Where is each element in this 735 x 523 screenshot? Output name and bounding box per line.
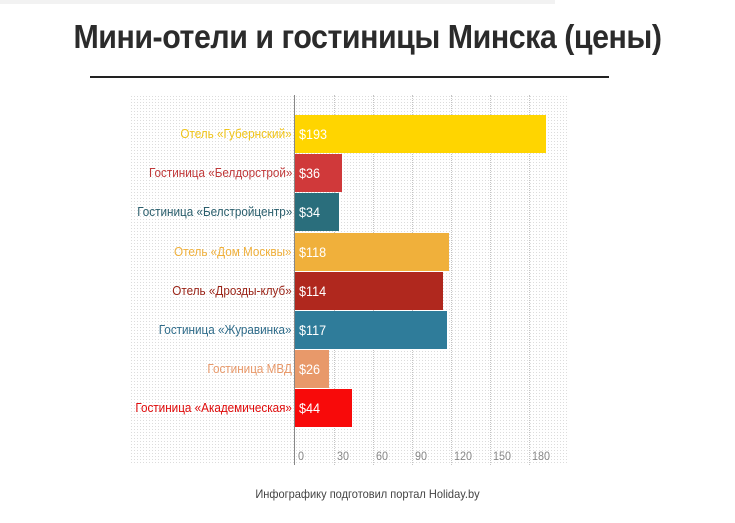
footer-credit: Инфографику подготовил портал Holiday.by (255, 487, 480, 501)
bar-value-label: $117 (299, 322, 327, 338)
bar: $117 (295, 311, 447, 349)
x-tick-label: 150 (493, 449, 512, 463)
bar: $26 (295, 350, 329, 389)
bar: $114 (295, 271, 443, 310)
x-tick-label: 60 (376, 449, 389, 463)
bar: $36 (295, 154, 342, 193)
x-tick-label: 0 (298, 449, 305, 463)
gridline (529, 95, 530, 465)
bar: $34 (295, 193, 339, 232)
bar-value-label: $118 (299, 243, 327, 260)
chart-title: Мини-отели и гостиницы Минска (цены) (73, 18, 662, 55)
category-label: Гостиница «Белстройцентр» (136, 204, 292, 220)
x-tick-label: 180 (532, 449, 551, 463)
bar-value-label: $114 (299, 282, 327, 299)
bar-value-label: $193 (299, 126, 328, 142)
bar-value-label: $36 (299, 165, 321, 182)
category-label: Отель «Дрозды-клуб» (172, 282, 292, 298)
x-tick-label: 120 (454, 449, 473, 463)
gridline (451, 95, 452, 465)
x-tick-label: 90 (415, 449, 428, 463)
category-label: Гостиница МВД (207, 361, 292, 377)
category-label: Гостиница «Журавинка» (159, 322, 292, 337)
x-tick-label: 30 (337, 449, 350, 463)
bar-value-label: $44 (299, 400, 321, 417)
bar: $193 (295, 115, 546, 153)
category-label: Гостиница «Академическая» (135, 400, 292, 416)
category-label: Гостиница «Белдорстрой» (148, 165, 292, 181)
bar-value-label: $34 (299, 204, 321, 221)
y-axis-line (294, 95, 295, 465)
gridline (490, 95, 491, 465)
bar: $118 (295, 232, 449, 271)
bar-value-label: $26 (299, 361, 321, 378)
bar: $44 (295, 389, 352, 428)
category-label: Отель «Дом Москвы» (174, 243, 292, 259)
category-label: Отель «Губернский» (180, 126, 292, 141)
top-bar (0, 0, 555, 4)
title-underline (90, 76, 609, 78)
